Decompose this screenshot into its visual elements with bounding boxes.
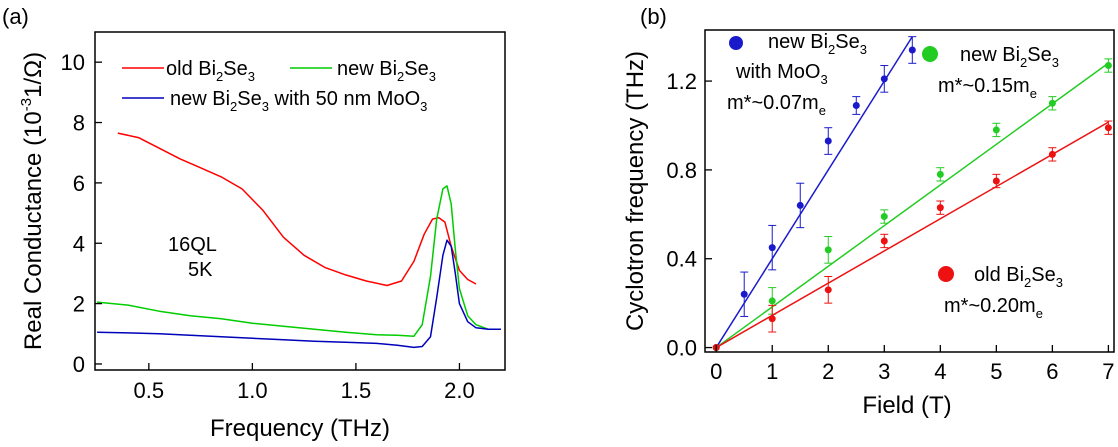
legend-a-label-new: new Bi2Se3 <box>337 58 436 84</box>
y-tick-label: 10 <box>61 50 85 75</box>
data-point <box>880 75 888 83</box>
data-point <box>824 246 832 254</box>
y-tick-label: 0 <box>73 352 85 377</box>
annotation-thickness: 16QL <box>168 234 217 256</box>
x-tick-label: 4 <box>934 359 946 384</box>
data-point <box>880 237 888 245</box>
x-tick-label: 3 <box>878 359 890 384</box>
series-line-2 <box>97 239 501 349</box>
legend-b-label-old: old Bi2Se3 <box>974 264 1063 290</box>
data-point <box>768 297 776 305</box>
data-point <box>880 213 888 221</box>
data-point <box>936 170 944 178</box>
y-tick-label: 6 <box>73 171 85 196</box>
x-tick-label: 0.5 <box>134 378 165 403</box>
legend-b-marker-new <box>922 46 938 62</box>
data-point <box>824 137 832 145</box>
panel-b-frame <box>704 29 1115 353</box>
fit-line-1 <box>715 62 1109 349</box>
panel-a: (a) 0.5 1.0 1.5 2.0 0 2 4 6 8 10 Frequency (THz)… <box>2 4 506 442</box>
data-point <box>992 126 1000 134</box>
panel-b-y-ticks: 0.0 0.4 0.8 1.2 <box>666 69 712 361</box>
series-line-0 <box>117 132 477 287</box>
panel-b: (b) 0 1 2 3 4 5 6 7 0.0 0.4 0.8 1.2 Field (T) Cycl… <box>622 4 1115 419</box>
data-point <box>1104 124 1112 132</box>
panel-b-x-axis-label: Field (T) <box>862 392 951 419</box>
legend-a-label-moo3: new Bi2Se3 with 50 nm MoO3 <box>170 88 427 114</box>
x-tick-label: 5 <box>990 359 1002 384</box>
data-point <box>1048 150 1056 158</box>
panel-b-series <box>712 36 1113 352</box>
panel-a-series <box>97 132 501 349</box>
data-point <box>768 315 776 323</box>
panel-b-x-ticks: 0 1 2 3 4 5 6 7 <box>710 345 1115 384</box>
panel-a-y-axis-label: Real Conductance (10-31/Ω) <box>18 52 47 350</box>
panel-b-legend: new Bi2Se3 with MoO3 m*~0.07me new Bi2Se… <box>727 31 1063 321</box>
x-tick-label: 1 <box>766 359 778 384</box>
legend-b-label-moo3-line2: with MoO3 <box>735 61 828 87</box>
data-point <box>936 204 944 212</box>
legend-b-label-new-mass: m*~0.15me <box>938 75 1037 101</box>
panel-a-x-ticks: 0.5 1.0 1.5 2.0 <box>134 363 475 403</box>
data-point <box>740 290 748 298</box>
legend-b-label-new: new Bi2Se3 <box>960 44 1059 70</box>
x-tick-label: 2 <box>822 359 834 384</box>
panel-a-y-ticks: 0 2 4 6 8 10 <box>61 50 102 377</box>
data-point <box>1104 62 1112 70</box>
legend-b-label-moo3-line1: new Bi2Se3 <box>768 31 867 57</box>
x-tick-label: 7 <box>1102 359 1114 384</box>
legend-b-marker-moo3 <box>729 36 743 50</box>
panel-a-frame <box>94 31 506 371</box>
x-tick-label: 1.0 <box>237 378 268 403</box>
fit-line-2 <box>715 121 1109 349</box>
x-tick-label: 6 <box>1046 359 1058 384</box>
data-point <box>768 244 776 252</box>
panel-a-x-axis-label: Frequency (THz) <box>210 415 390 442</box>
data-point <box>992 177 1000 185</box>
y-tick-label: 0.0 <box>666 336 697 361</box>
panel-a-legend: old Bi2Se3 new Bi2Se3 new Bi2Se3 with 50… <box>122 58 436 114</box>
y-tick-label: 8 <box>73 111 85 136</box>
legend-b-label-old-mass: m*~0.20me <box>944 295 1043 321</box>
x-tick-label: 0 <box>710 359 722 384</box>
y-tick-label: 4 <box>73 231 85 256</box>
y-tick-label: 0.8 <box>666 158 697 183</box>
x-tick-label: 2.0 <box>444 378 475 403</box>
y-tick-label: 1.2 <box>666 69 697 94</box>
annotation-temperature: 5K <box>188 259 213 281</box>
legend-b-label-moo3-mass: m*~0.07me <box>727 92 826 118</box>
panel-b-label: (b) <box>640 4 667 29</box>
data-point <box>852 102 860 110</box>
fit-line-0 <box>715 36 913 348</box>
panel-b-y-axis-label: Cyclotron frequency (THz) <box>622 51 649 331</box>
legend-a-label-old: old Bi2Se3 <box>166 58 255 84</box>
y-tick-label: 2 <box>73 292 85 317</box>
data-point <box>908 46 916 54</box>
data-point <box>824 286 832 294</box>
legend-b-marker-old <box>938 266 954 282</box>
y-tick-label: 0.4 <box>666 247 697 272</box>
data-point <box>1048 99 1056 107</box>
x-tick-label: 1.5 <box>341 378 372 403</box>
data-point <box>796 201 804 209</box>
panel-a-label: (a) <box>2 4 29 29</box>
series-line-1 <box>97 185 501 337</box>
